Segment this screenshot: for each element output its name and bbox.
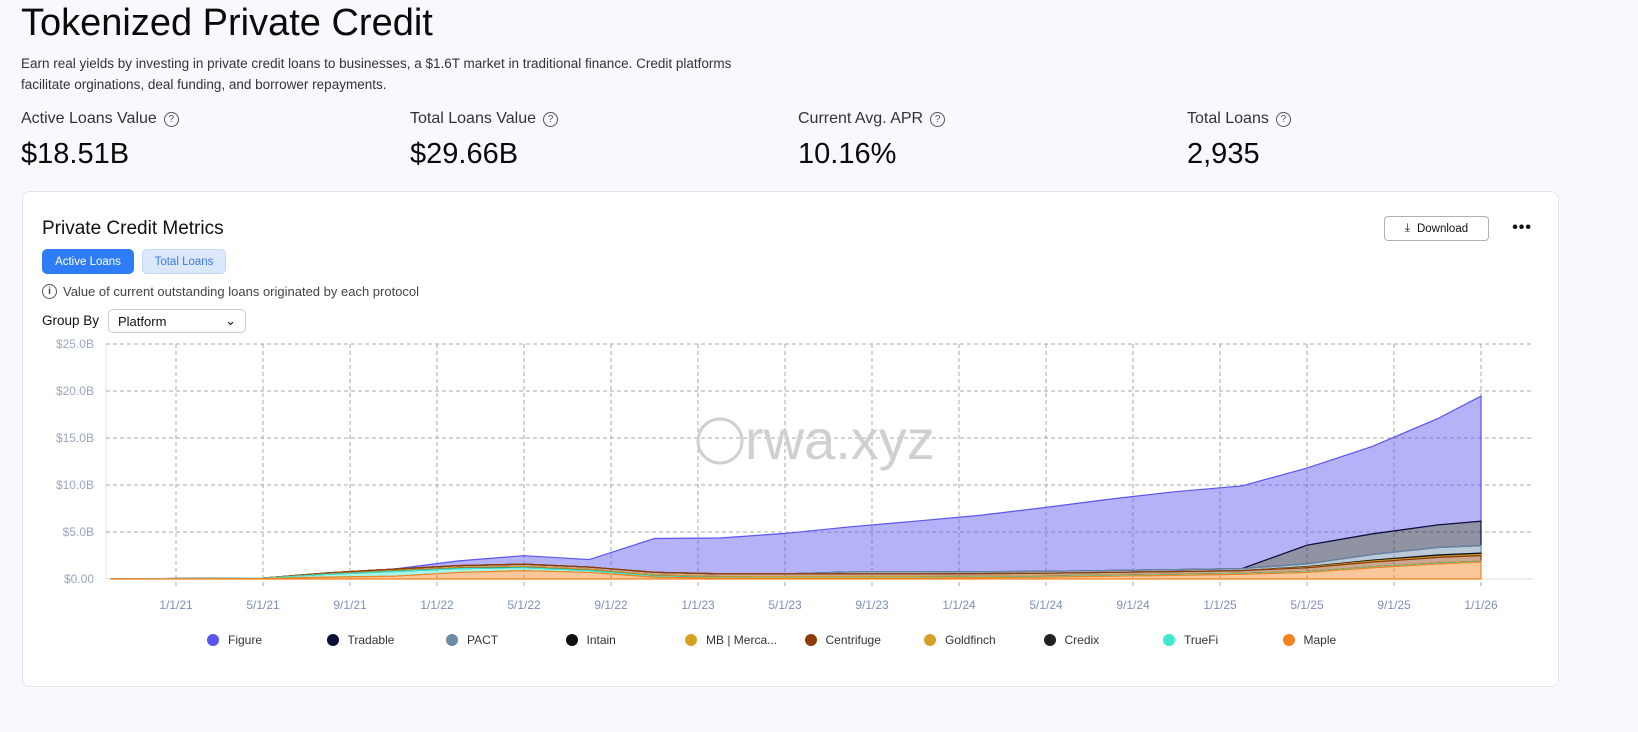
x-tick-label: 5/1/21 <box>246 598 280 612</box>
x-tick-label: 5/1/23 <box>768 598 802 612</box>
legend-dot <box>326 634 339 646</box>
x-tick-label: 9/1/22 <box>594 598 628 612</box>
stat-label: Total Loans Value <box>410 110 537 127</box>
group-by-value: Platform <box>118 313 167 329</box>
stat-value: 10.16% <box>798 138 897 170</box>
chart-info-text: Value of current outstanding loans origi… <box>63 284 420 299</box>
stat-value: $18.51B <box>21 138 130 170</box>
page-title: Tokenized Private Credit <box>21 2 433 44</box>
legend-label: Figure <box>228 633 263 647</box>
download-icon: ⤓ <box>1404 222 1410 234</box>
x-tick-label: 9/1/25 <box>1377 598 1411 612</box>
legend-item[interactable]: Maple <box>1282 633 1337 647</box>
legend-label: Intain <box>586 633 616 647</box>
x-tick-label: 1/1/23 <box>681 598 715 612</box>
card-title: Private Credit Metrics <box>42 218 224 239</box>
stat-label: Total Loans <box>1187 110 1269 127</box>
x-tick-label: 9/1/21 <box>333 598 367 612</box>
help-icon[interactable]: ? <box>1275 111 1291 127</box>
legend-label: PACT <box>467 633 499 647</box>
y-tick-label: $0.00 <box>64 572 94 586</box>
y-tick-label: $25.0B <box>56 337 94 351</box>
legend-item[interactable]: Figure <box>207 633 262 647</box>
legend-label: Centrifuge <box>825 633 881 647</box>
x-tick-label: 9/1/23 <box>855 598 889 612</box>
private-credit-metrics-card: Private Credit Metrics Active Loans Tota… <box>22 191 1559 687</box>
legend-label: Credix <box>1064 633 1100 647</box>
legend-label: Maple <box>1303 633 1337 647</box>
legend-label: Goldfinch <box>945 633 996 647</box>
tab-active-loans[interactable]: Active Loans <box>42 249 134 274</box>
x-tick-label: 1/1/25 <box>1203 598 1237 612</box>
legend-dot <box>1282 634 1295 646</box>
legend-dot <box>685 634 697 646</box>
y-tick-label: $10.0B <box>56 478 94 492</box>
info-icon: i <box>42 284 57 299</box>
group-by-select[interactable]: Platform ⌄ <box>108 309 246 333</box>
x-tick-label: 1/1/26 <box>1464 598 1498 612</box>
y-tick-label: $15.0B <box>56 431 94 445</box>
legend-dot <box>1163 634 1175 646</box>
y-tick-label: $20.0B <box>56 384 94 398</box>
x-tick-label: 5/1/24 <box>1029 598 1063 612</box>
y-tick-label: $5.0B <box>63 525 94 539</box>
help-icon[interactable]: ? <box>163 111 179 127</box>
stat-current-avg-apr: Current Avg. APR? 10.16% <box>798 110 946 171</box>
stat-total-loans-value: Total Loans Value? $29.66B <box>410 110 559 171</box>
watermark-globe-icon <box>696 417 744 465</box>
stacked-area-chart: $0.00 $5.0B $10.0B $15.0B $20.0B $25.0B 1/1/21… <box>56 337 1533 612</box>
stat-active-loans-value: Active Loans Value? $18.51B <box>21 110 179 171</box>
legend-item[interactable]: Intain <box>565 633 616 647</box>
watermark-text: rwa.xyz <box>745 408 935 471</box>
legend-item[interactable]: Centrifuge <box>804 633 881 647</box>
legend-item[interactable]: MB | Merca... <box>685 633 777 647</box>
x-tick-label: 5/1/25 <box>1290 598 1324 612</box>
help-icon[interactable]: ? <box>543 111 559 127</box>
stat-total-loans: Total Loans? 2,935 <box>1187 110 1291 171</box>
legend-dot <box>1043 634 1056 646</box>
download-label: Download <box>1416 222 1469 235</box>
area-maple <box>110 561 1482 580</box>
legend-item[interactable]: TrueFi <box>1163 633 1218 647</box>
tab-total-loans[interactable]: Total Loans <box>142 249 226 274</box>
x-tick-label: 1/1/22 <box>420 598 454 612</box>
x-tick-label: 1/1/24 <box>942 598 976 612</box>
more-options-button[interactable]: ••• <box>1512 219 1532 236</box>
legend-item[interactable]: PACT <box>446 633 498 647</box>
legend-dot <box>446 634 458 646</box>
legend-dot <box>207 634 219 646</box>
group-by-label: Group By <box>42 313 100 328</box>
chevron-down-icon: ⌄ <box>225 313 236 328</box>
help-icon[interactable]: ? <box>930 111 946 127</box>
stat-value: $29.66B <box>410 138 519 170</box>
legend-dot <box>804 634 817 646</box>
download-button[interactable]: ⤓ Download <box>1384 216 1489 241</box>
x-tick-label: 1/1/21 <box>159 598 193 612</box>
page-description: Earn real yields by investing in private… <box>21 56 732 92</box>
legend-dot <box>565 634 578 646</box>
legend-label: Tradable <box>347 633 395 647</box>
legend-label: TrueFi <box>1184 633 1219 647</box>
x-tick-label: 9/1/24 <box>1116 598 1150 612</box>
stat-label: Active Loans Value <box>21 110 157 127</box>
x-tick-label: 5/1/22 <box>507 598 541 612</box>
stat-label: Current Avg. APR <box>798 110 924 127</box>
legend-dot <box>924 634 936 646</box>
legend-label: MB | Merca... <box>706 633 778 647</box>
legend-item[interactable]: Tradable <box>326 633 395 647</box>
legend-item[interactable]: Credix <box>1043 633 1100 647</box>
legend-item[interactable]: Goldfinch <box>924 633 996 647</box>
stat-value: 2,935 <box>1187 138 1260 170</box>
